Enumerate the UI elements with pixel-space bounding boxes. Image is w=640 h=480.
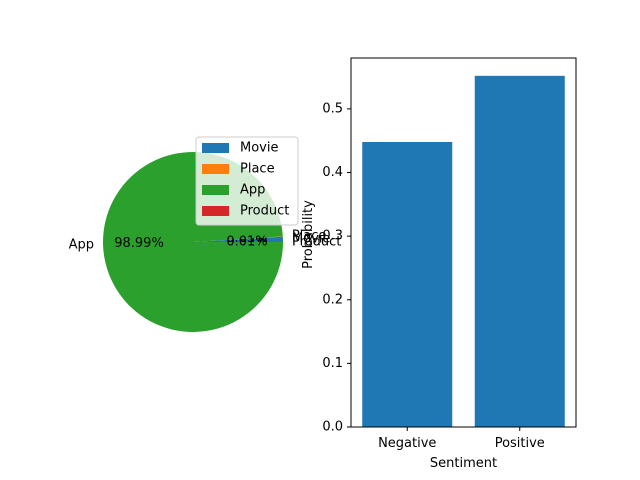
pie-label-app: App [69,238,94,253]
legend-swatch-movie [202,143,229,153]
y-tick-label: 0.4 [322,165,343,180]
pie-pct-app: 98.99% [114,236,164,251]
y-tick-label: 0.5 [322,101,343,116]
legend-entry-place: Place [240,162,275,177]
y-tick-label: 0.3 [322,229,343,244]
bar-chart: Negative Positive 0.0 0.1 0.2 0.3 0.4 0.5 Sentim… [301,57,577,471]
pie-legend: Movie Place App Product [195,136,299,226]
y-tick-label: 0.2 [322,292,343,307]
x-tick-label-negative: Negative [378,436,436,451]
legend-swatch-place [202,164,229,174]
legend-frame [195,136,299,226]
legend-entry-movie: Movie [240,141,278,156]
y-tick-label: 0.1 [322,356,343,371]
legend-entry-product: Product [240,204,289,219]
y-axis-title: Probability [301,200,316,269]
y-tick-label: 0.0 [322,420,343,435]
bar-axes-frame [350,57,577,428]
x-axis-title: Sentiment [430,456,497,471]
x-tick-label-positive: Positive [495,436,545,451]
bar-negative [362,141,453,427]
bar-positive [474,75,565,428]
pie-slice-place [193,236,283,242]
pie-pct-product: 0.01% [226,235,267,250]
pie-label-place: Place [292,228,327,243]
legend-entry-app: App [240,183,265,198]
pie-slice-movie [193,236,283,242]
legend-swatch-app [202,185,229,195]
pie-label-product: Product [292,235,341,250]
pie-label-movie: Movie [292,232,330,247]
legend-swatch-product [202,206,229,216]
